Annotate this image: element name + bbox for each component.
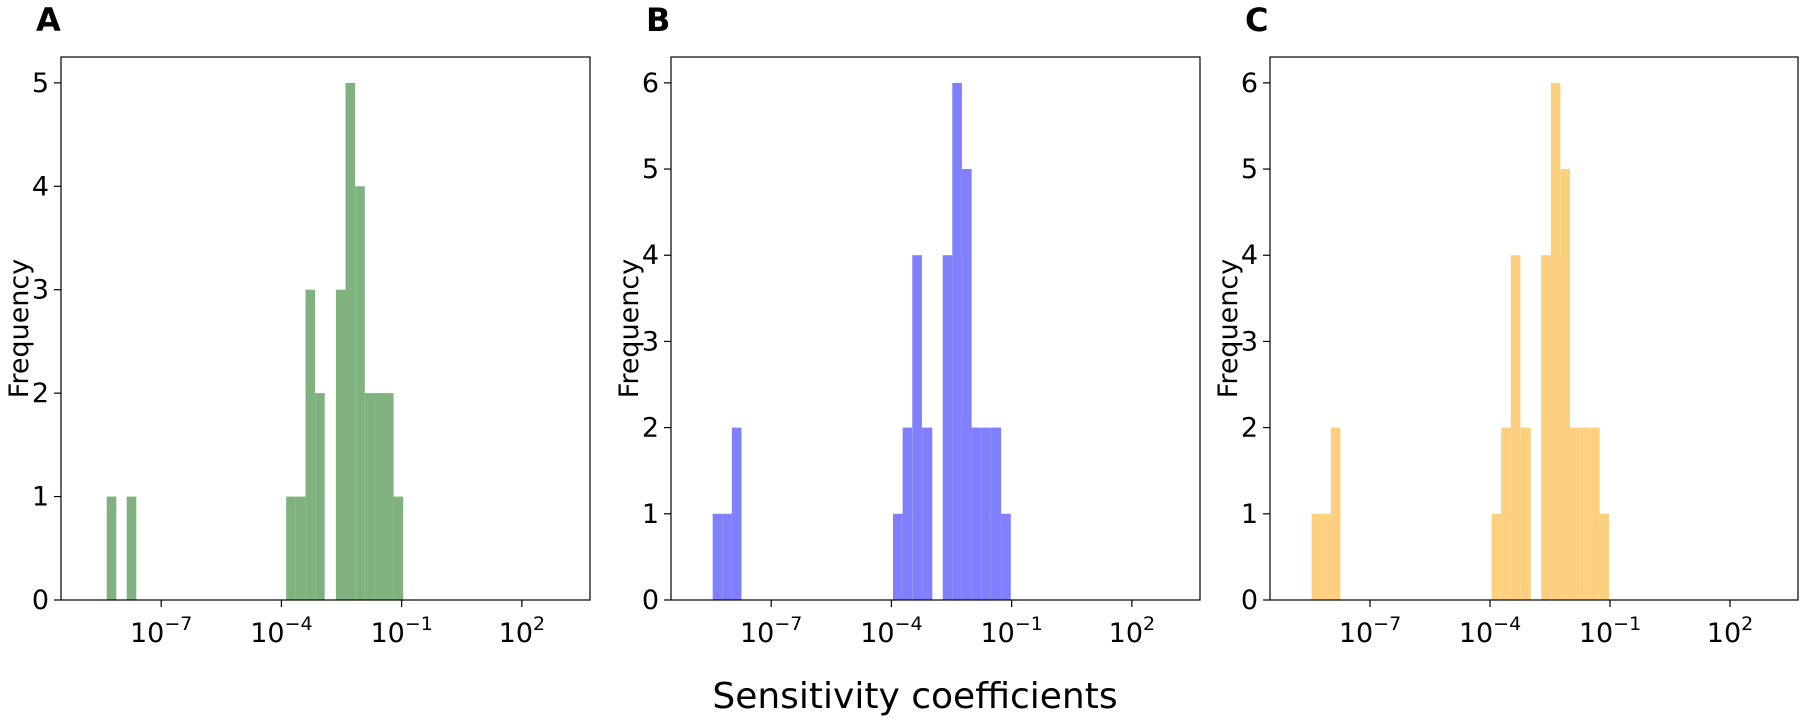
histogram-bar xyxy=(1560,169,1570,600)
y-tick-label: 5 xyxy=(1241,154,1258,185)
y-tick-label: 0 xyxy=(32,585,49,616)
histogram-bar xyxy=(393,496,404,600)
histogram-bar xyxy=(722,513,732,600)
y-tick-label: 4 xyxy=(32,171,49,202)
panel-c: 0 1 2 3 4 5 6 10−7 10−4 10−1 102 Frequency C xyxy=(1213,1,1799,649)
histogram-bar xyxy=(1520,427,1531,600)
y-tick-label: 5 xyxy=(32,68,49,99)
panel-a: 0 1 2 3 4 5 10−7 10−4 10−1 102 Frequency A xyxy=(4,1,591,649)
x-tick-label: 10−7 xyxy=(130,613,192,649)
y-tick-label: 2 xyxy=(32,378,49,409)
histogram-bar xyxy=(126,496,137,600)
histogram-bar xyxy=(962,169,972,600)
histogram-bar xyxy=(952,82,962,600)
y-tick-label: 0 xyxy=(1241,585,1258,616)
histogram-bar xyxy=(1550,82,1561,600)
x-tick-label: 102 xyxy=(1707,613,1753,649)
histogram-bar xyxy=(1570,427,1580,600)
histogram-bar xyxy=(1321,513,1331,600)
y-tick-label: 2 xyxy=(1241,413,1258,444)
histogram-bar xyxy=(712,513,723,600)
x-tick-label: 10−4 xyxy=(1459,613,1521,649)
histogram-bar xyxy=(893,513,903,600)
y-tick-label: 3 xyxy=(642,326,659,357)
y-axis-label: Frequency xyxy=(1213,259,1244,399)
y-tick-label: 1 xyxy=(642,499,659,530)
histogram-bar xyxy=(345,82,356,600)
shared-x-axis-label: Sensitivity coefficients xyxy=(712,676,1117,717)
x-tick-label: 10−1 xyxy=(1579,613,1641,649)
x-tick-label: 102 xyxy=(1109,613,1155,649)
histogram-bar xyxy=(981,427,991,600)
x-tick-label: 10−7 xyxy=(1339,613,1401,649)
histogram-bar xyxy=(384,393,394,600)
histogram-bar xyxy=(731,427,742,600)
histogram-bar xyxy=(1311,513,1322,600)
x-tick-label: 10−4 xyxy=(250,613,312,649)
histogram-bar xyxy=(364,393,375,600)
panel-letter: A xyxy=(36,1,61,39)
y-tick-label: 1 xyxy=(1241,499,1258,530)
histogram-bar xyxy=(921,427,933,600)
histogram-bar xyxy=(1330,427,1341,600)
panel-letter: C xyxy=(1245,1,1268,39)
histogram-bar xyxy=(971,427,982,600)
axes-frame xyxy=(1269,56,1799,601)
y-tick-label: 6 xyxy=(1241,68,1258,99)
histogram-bar xyxy=(305,289,316,600)
histogram-bar xyxy=(1001,513,1011,600)
y-tick-label: 5 xyxy=(642,154,659,185)
histogram-bar xyxy=(1491,513,1502,600)
x-tick-label: 10−7 xyxy=(740,613,802,649)
y-tick-label: 0 xyxy=(642,585,659,616)
histogram-bar xyxy=(335,289,346,600)
x-tick-label: 102 xyxy=(499,613,545,649)
histogram-bar xyxy=(912,255,922,600)
y-tick-label: 3 xyxy=(32,275,49,306)
histogram-bar xyxy=(902,427,913,600)
panel-letter: B xyxy=(646,1,670,39)
histogram-bar xyxy=(990,427,1002,600)
y-tick-label: 3 xyxy=(1241,326,1258,357)
y-tick-label: 4 xyxy=(1241,240,1258,271)
panel-b: 0 1 2 3 4 5 6 10−7 10−4 10−1 102 Frequency B xyxy=(614,1,1201,649)
y-tick-label: 6 xyxy=(642,68,659,99)
histogram-bar xyxy=(1541,255,1551,600)
x-tick-label: 10−1 xyxy=(980,613,1042,649)
histogram-bar xyxy=(374,393,384,600)
histogram-bar xyxy=(1589,427,1600,600)
histogram-bar xyxy=(295,496,306,600)
histogram-bar xyxy=(1579,427,1590,600)
x-tick-label: 10−4 xyxy=(860,613,922,649)
histogram-bar xyxy=(106,496,117,600)
histogram-bar xyxy=(286,496,296,600)
histogram-bar xyxy=(355,186,365,601)
histogram-bar xyxy=(1599,513,1610,600)
y-tick-label: 2 xyxy=(642,413,659,444)
histogram-bar xyxy=(1501,427,1511,600)
y-axis-label: Frequency xyxy=(614,259,645,399)
histogram-bar xyxy=(1510,255,1521,600)
x-tick-label: 10−1 xyxy=(370,613,432,649)
axes-frame xyxy=(60,56,591,601)
histogram-bar xyxy=(942,255,953,600)
y-tick-label: 4 xyxy=(642,240,659,271)
histogram-bar xyxy=(315,393,325,600)
axes-frame xyxy=(670,56,1201,601)
y-tick-label: 1 xyxy=(32,482,49,513)
y-axis-label: Frequency xyxy=(4,259,35,399)
